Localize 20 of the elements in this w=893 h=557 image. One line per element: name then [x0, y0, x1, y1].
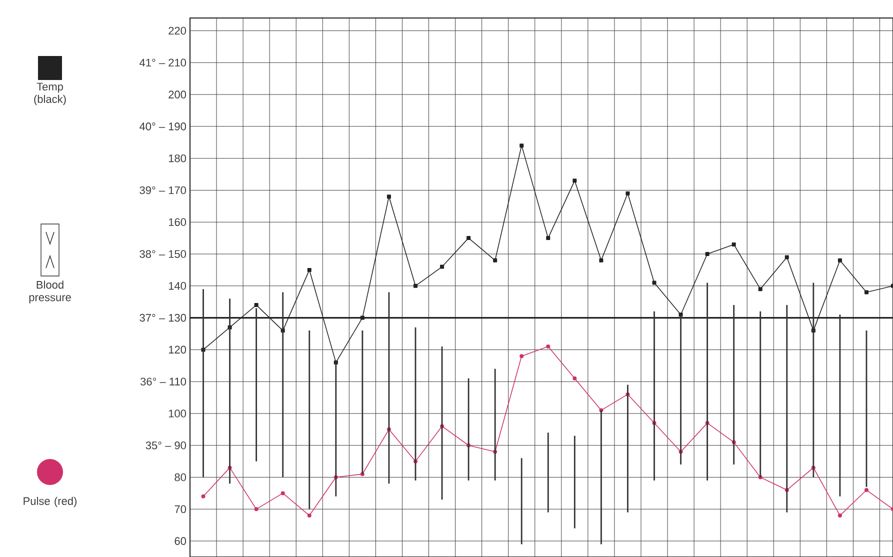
legend-label: Pulse (red)	[24, 496, 77, 508]
y-tick-label: 70	[174, 505, 186, 514]
legend-label: Temp (black)	[34, 82, 66, 106]
y-tick-label: 220	[168, 26, 186, 35]
y-tick-label: 41° – 210	[140, 58, 186, 67]
y-tick-label: 35° – 90	[146, 441, 186, 450]
y-tick-label: 160	[168, 218, 186, 226]
y-tick-label: 36° – 110	[140, 378, 186, 386]
y-tick-label: 60	[174, 537, 186, 545]
legend-label: Blood pressure	[29, 280, 71, 304]
y-tick-label: 39° – 170	[140, 186, 186, 194]
y-tick-label: 140	[168, 282, 186, 290]
y-tick-label: 200	[168, 90, 186, 98]
y-tick-label: 180	[168, 154, 186, 162]
y-tick-label: 37° – 130	[140, 314, 186, 322]
y-tick-label: 80	[174, 473, 186, 482]
y-tick-label: 100	[168, 410, 186, 418]
y-tick-label: 120	[168, 346, 186, 354]
y-tick-label: 40° – 190	[140, 122, 186, 130]
y-tick-label: 38° – 150	[140, 250, 186, 258]
